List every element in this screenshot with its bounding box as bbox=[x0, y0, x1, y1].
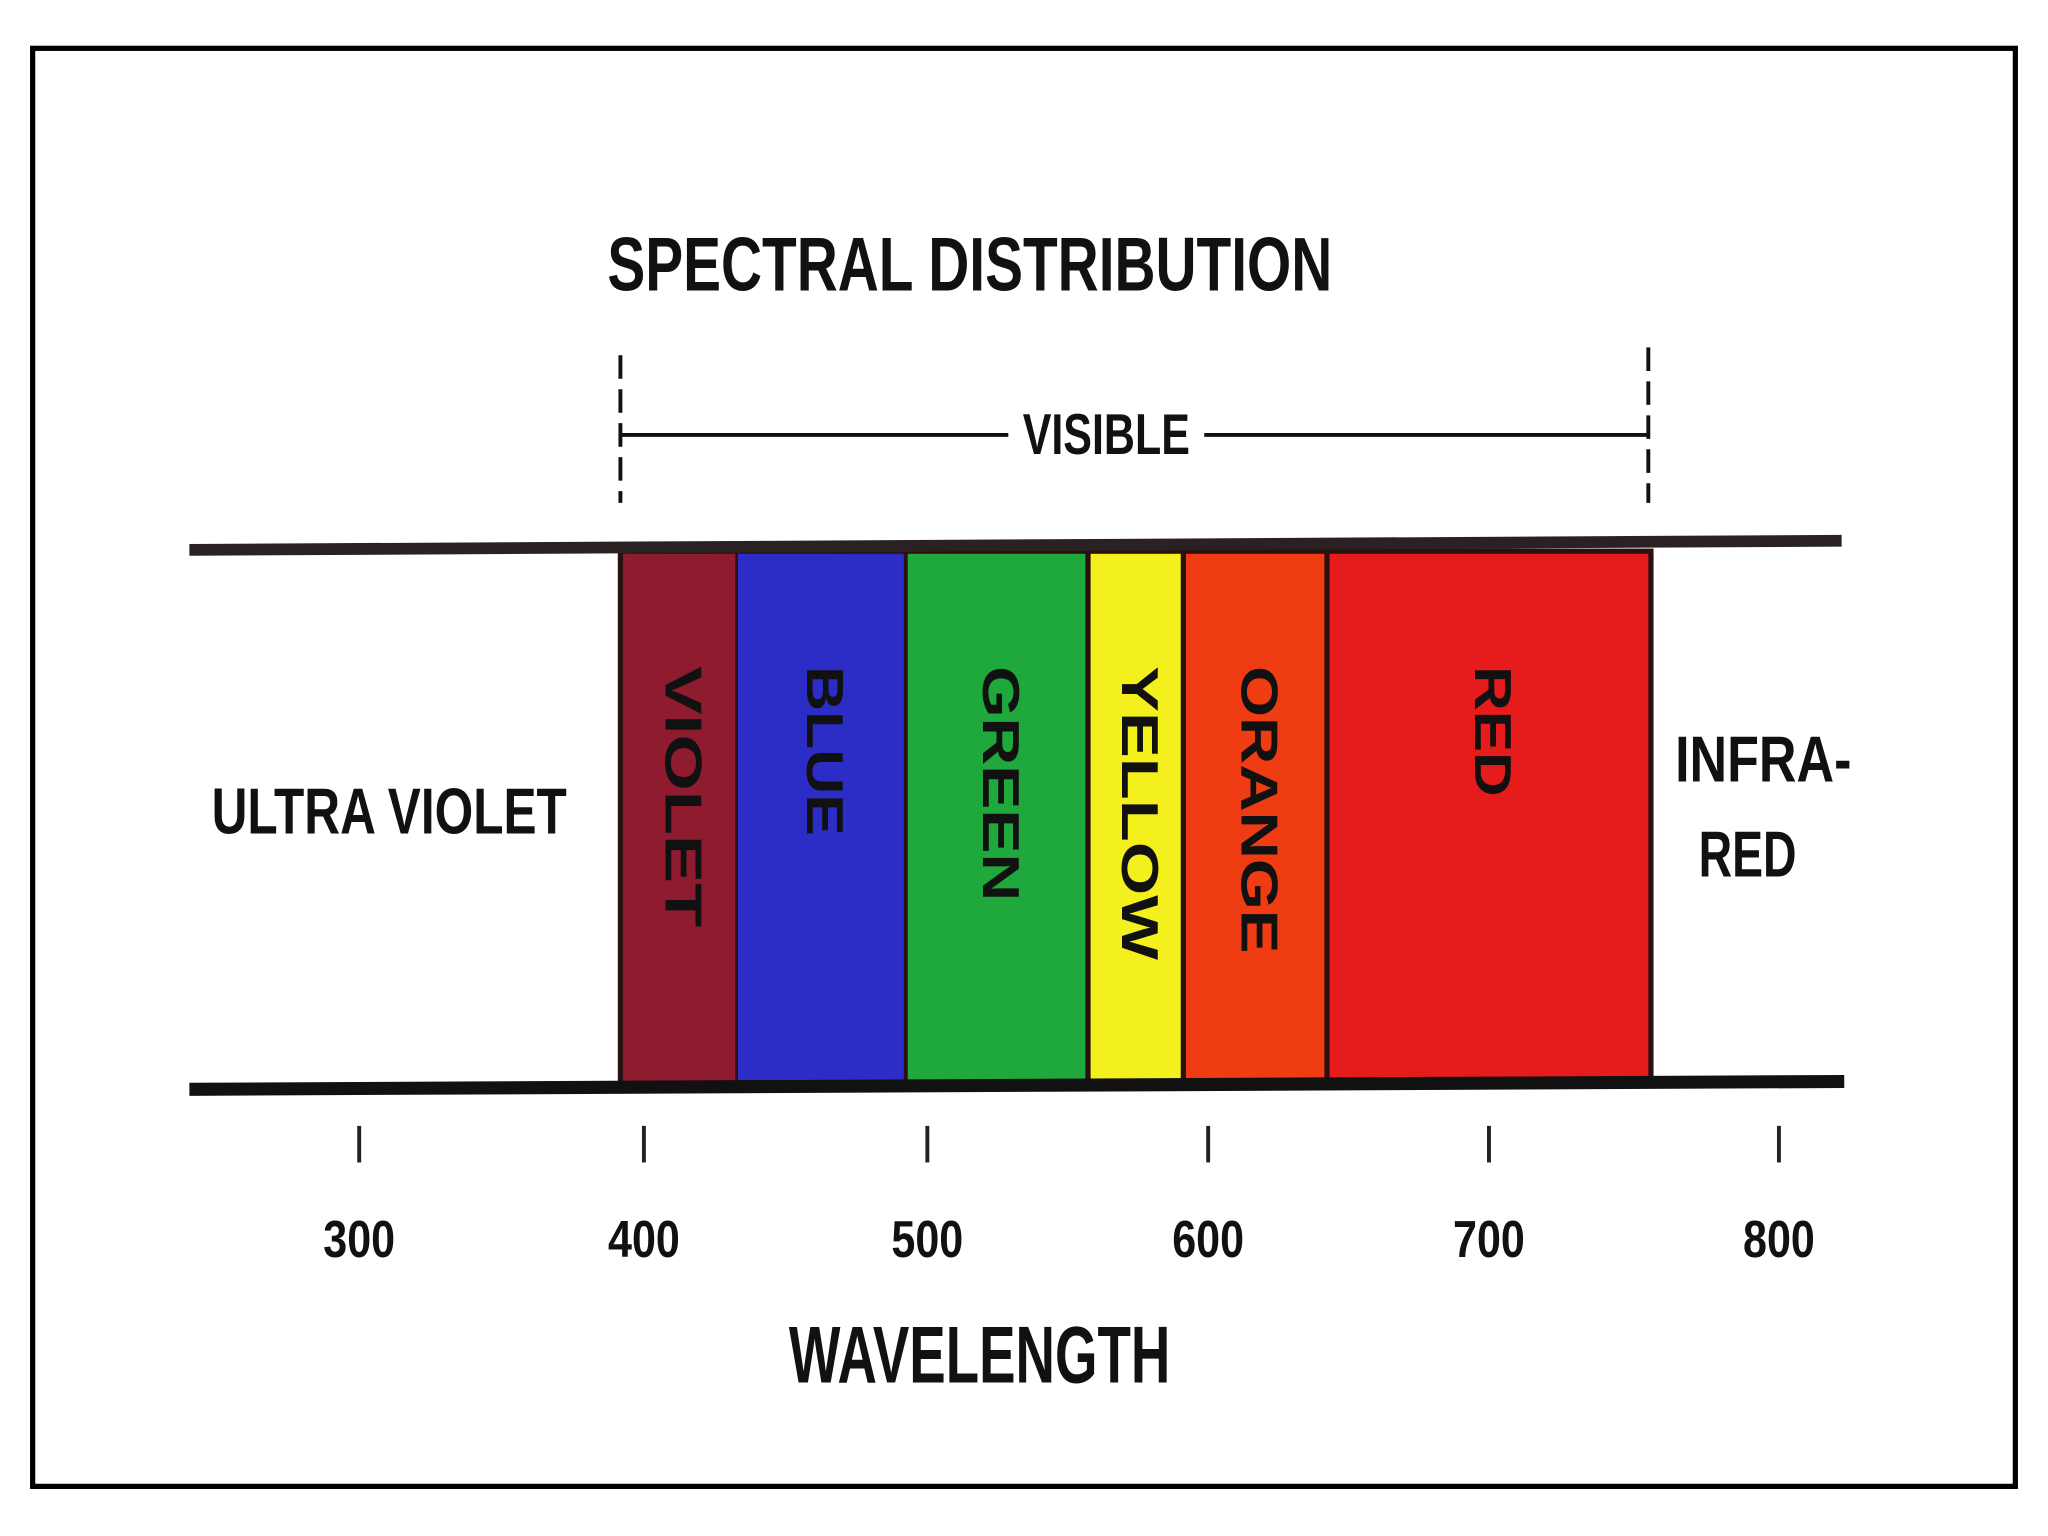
color-band bbox=[737, 553, 904, 1082]
axis-label: WAVELENGTH bbox=[789, 1310, 1170, 1400]
infrared-label: INFRA- bbox=[1675, 722, 1851, 795]
visible-label: VISIBLE bbox=[1023, 403, 1190, 467]
top-rule bbox=[189, 534, 1842, 556]
tick-label: 500 bbox=[891, 1211, 963, 1269]
band-label: GREEN bbox=[971, 666, 1029, 901]
color-band bbox=[1185, 553, 1325, 1082]
band-label: YELLOW bbox=[1110, 666, 1168, 961]
visible-bracket bbox=[618, 347, 1651, 503]
band-label: ORANGE bbox=[1229, 666, 1287, 953]
color-band bbox=[1329, 553, 1649, 1082]
tick-label: 600 bbox=[1172, 1211, 1244, 1269]
color-band bbox=[623, 553, 736, 1082]
band-label: RED bbox=[1463, 666, 1521, 797]
title: SPECTRAL DISTRIBUTION bbox=[607, 222, 1332, 307]
band-label: BLUE bbox=[795, 666, 853, 836]
band-label: VIOLET bbox=[653, 666, 711, 927]
bottom-rule bbox=[189, 1074, 1845, 1096]
ultraviolet-label: ULTRA VIOLET bbox=[212, 775, 567, 848]
tick-label: 300 bbox=[323, 1211, 395, 1269]
tick-label: 400 bbox=[608, 1211, 680, 1269]
tick-label: 700 bbox=[1453, 1211, 1525, 1269]
color-band bbox=[907, 553, 1086, 1082]
color-band bbox=[1090, 553, 1181, 1082]
tick-label: 800 bbox=[1743, 1211, 1815, 1269]
infrared-label: RED bbox=[1699, 818, 1797, 891]
